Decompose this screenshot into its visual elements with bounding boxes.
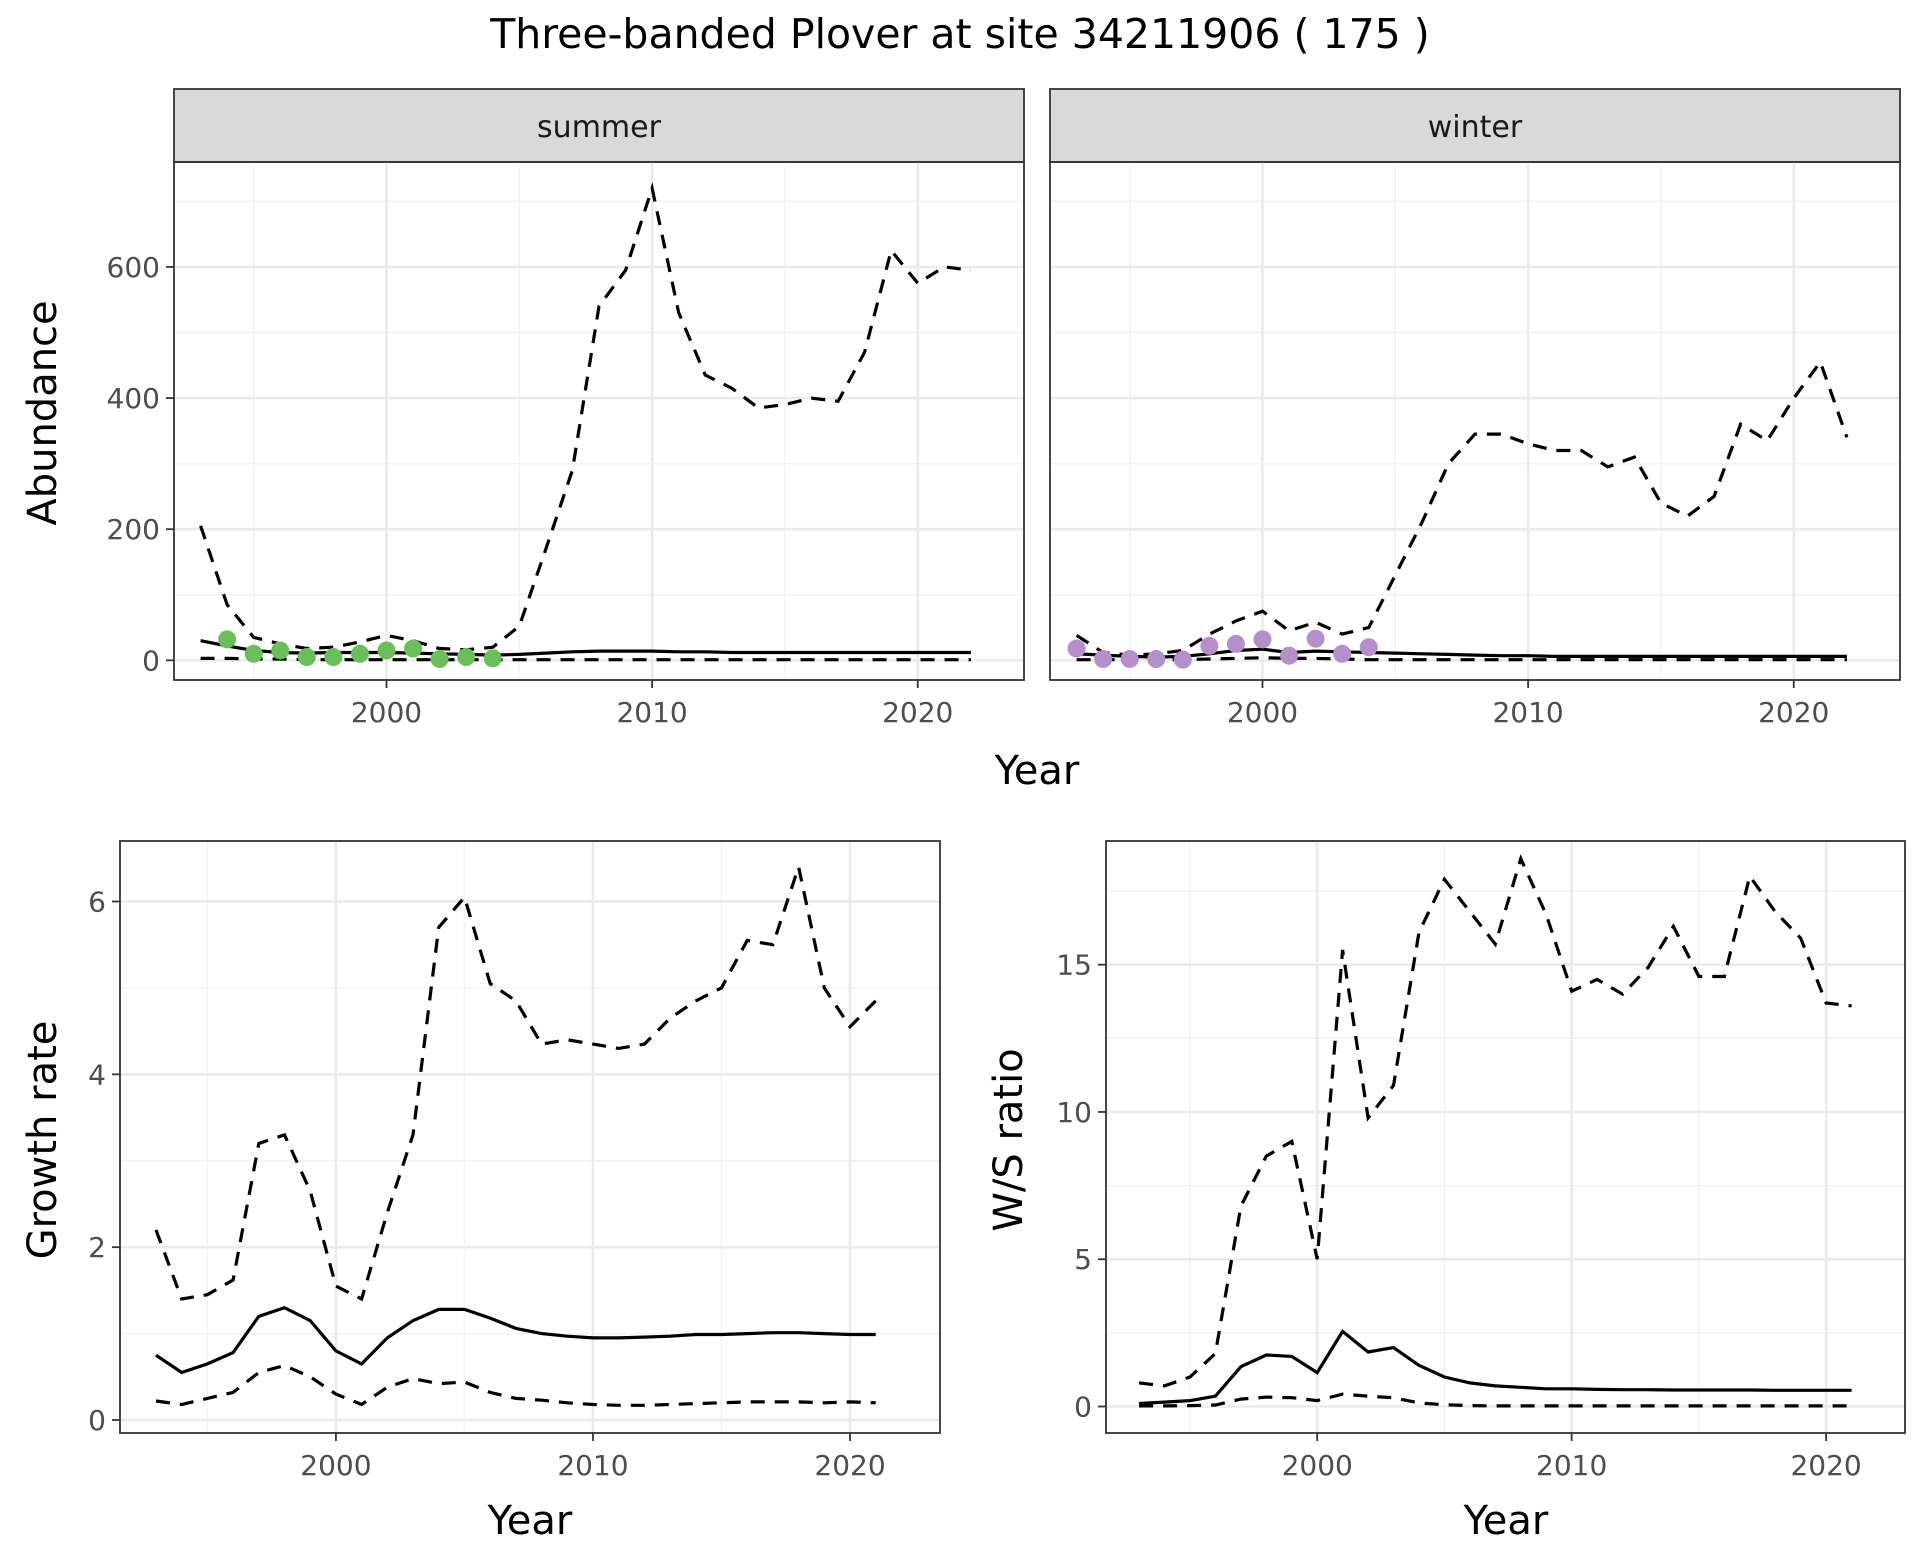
y-tick-label: 0	[88, 1404, 106, 1437]
plot-area-summer: 2000 2010 2020 0 200 400 600	[107, 161, 1025, 729]
plot-area-growth-rate: 2000 2010 2020 0 2 4 6	[88, 840, 941, 1482]
strip-label-summer: summer	[537, 110, 662, 145]
series-line-dashed-lower	[1076, 656, 1847, 662]
strip-summer	[173, 88, 1025, 163]
y-tick-label: 5	[1074, 1243, 1092, 1276]
observation-point	[1306, 629, 1325, 648]
x-tick-label: 2000	[300, 1449, 371, 1482]
observation-point	[404, 639, 423, 658]
observation-point	[430, 650, 449, 669]
series-line-dashed-lower	[1139, 1392, 1852, 1408]
panel-border	[1049, 161, 1901, 681]
strip-label-winter: winter	[1428, 110, 1523, 145]
observation-point	[324, 648, 343, 667]
observation-point	[218, 630, 237, 649]
series-line-solid	[155, 1305, 876, 1375]
observation-point	[271, 641, 290, 660]
observation-point	[1359, 638, 1378, 657]
ws-x-label: Year	[1463, 1498, 1549, 1544]
observation-point	[1253, 630, 1272, 649]
observation-point	[1333, 644, 1352, 663]
observation-point	[1120, 650, 1139, 669]
observation-point	[1067, 639, 1086, 658]
plot-area-winter: 2000 2010 2020	[1049, 161, 1901, 729]
observation-point	[1147, 650, 1166, 669]
panel-border	[119, 840, 941, 1434]
x-tick-label: 2010	[1492, 696, 1563, 729]
panel-summer: summer 2000 2010 2020 0 200 400 600	[107, 88, 1025, 729]
panel-growth-rate: 2000 2010 2020 0 2 4 6	[88, 840, 941, 1482]
observation-point	[377, 641, 396, 660]
observation-point	[1173, 650, 1192, 669]
observation-point	[1280, 646, 1299, 665]
y-tick-label: 0	[1074, 1390, 1092, 1423]
observation-point	[1094, 650, 1113, 669]
y-tick-label: 600	[107, 251, 160, 284]
series-group	[154, 860, 877, 1407]
x-tick-label: 2020	[1758, 696, 1829, 729]
observation-point	[483, 649, 502, 668]
y-tick-label: 2	[88, 1231, 106, 1264]
series-line-dashed-upper	[1138, 854, 1852, 1388]
panel-border	[173, 161, 1025, 681]
x-tick-label: 2010	[557, 1449, 628, 1482]
panel-border	[1105, 840, 1906, 1434]
x-tick-label: 2020	[814, 1449, 885, 1482]
series-line-solid	[200, 639, 971, 657]
y-tick-label: 6	[88, 885, 106, 918]
series-group	[199, 182, 972, 669]
y-tick-label: 4	[88, 1058, 106, 1091]
x-tick-label: 2000	[1282, 1449, 1353, 1482]
abundance-y-label: Abundance	[20, 300, 66, 525]
ws-y-label: W/S ratio	[986, 1048, 1032, 1231]
observation-point	[1200, 636, 1219, 655]
observation-point	[244, 644, 263, 663]
chart-title: Three-banded Plover at site 34211906 ( 1…	[489, 10, 1430, 58]
series-group	[1067, 358, 1849, 669]
y-tick-label: 15	[1056, 949, 1092, 982]
growth-y-label: Growth rate	[20, 1021, 66, 1260]
y-tick-label: 10	[1056, 1096, 1092, 1129]
series-line-solid	[1076, 647, 1847, 659]
x-tick-label: 2020	[1790, 1449, 1861, 1482]
panel-ws-ratio: 2000 2010 2020 0 5 10 15	[1056, 840, 1906, 1482]
observation-point	[457, 648, 476, 667]
y-tick-label: 400	[107, 382, 160, 415]
plot-area-ws-ratio: 2000 2010 2020 0 5 10 15	[1056, 840, 1906, 1482]
y-tick-label: 0	[142, 644, 160, 677]
observation-point	[350, 644, 369, 663]
series-line-dashed-lower	[155, 1363, 876, 1407]
x-tick-label: 2000	[1227, 696, 1298, 729]
series-line-dashed-upper	[199, 182, 972, 652]
y-tick-label: 200	[107, 513, 160, 546]
series-line-solid	[1139, 1329, 1852, 1406]
series-line-dashed-upper	[1075, 358, 1849, 657]
x-tick-label: 2010	[1536, 1449, 1607, 1482]
series-line-dashed-upper	[154, 860, 877, 1302]
abundance-x-label: Year	[994, 748, 1080, 794]
x-tick-label: 2010	[616, 696, 687, 729]
x-tick-label: 2000	[351, 696, 422, 729]
growth-x-label: Year	[487, 1498, 573, 1544]
x-tick-label: 2020	[882, 696, 953, 729]
series-group	[1138, 854, 1852, 1408]
observation-point	[297, 648, 316, 667]
observation-point	[1226, 634, 1245, 653]
panel-winter: winter 2000 2010 2020	[1049, 88, 1901, 729]
